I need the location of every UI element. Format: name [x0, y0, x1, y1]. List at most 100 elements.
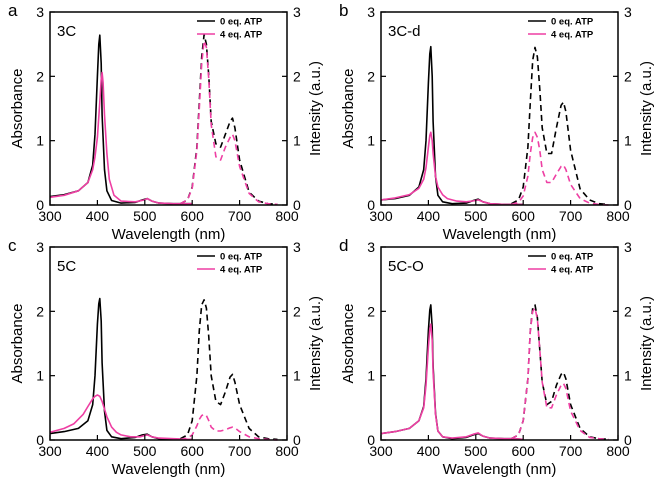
plot-frame-c — [49, 246, 288, 441]
y2-tick-label: 1 — [624, 368, 632, 384]
y-tick-label: 2 — [367, 303, 375, 319]
absorbance-line-4eq-d — [380, 323, 524, 441]
absorbance-line-4eq-b — [380, 131, 524, 206]
y2-tick-label: 2 — [293, 68, 301, 84]
y-tick-label: 0 — [36, 432, 44, 448]
panel-name: 5C — [57, 258, 76, 275]
y-tick-label: 0 — [367, 197, 375, 213]
absorbance-line-4eq-a — [49, 71, 193, 205]
absorbance-line-0eq-a — [49, 34, 193, 205]
legend-label: 0 eq. ATP — [551, 17, 594, 28]
panel-name: 3C — [57, 23, 76, 40]
y2-tick-label: 0 — [624, 432, 632, 448]
emission-line-0eq-b — [511, 46, 609, 206]
emission-line-4eq-a — [180, 40, 278, 206]
x-tick-label: 600 — [512, 443, 536, 459]
plot-frame-d — [380, 246, 619, 441]
y2-tick-label: 0 — [293, 197, 301, 213]
x-tick-label: 300 — [38, 208, 62, 224]
y-axis-title: Absorbance — [9, 68, 26, 148]
panel-name: 3C-d — [388, 23, 421, 40]
x-tick-label: 600 — [181, 208, 205, 224]
x-axis-title: Wavelength (nm) — [443, 226, 557, 243]
y-tick-label: 2 — [367, 68, 375, 84]
x-tick-label: 500 — [464, 208, 488, 224]
y2-tick-label: 2 — [293, 303, 301, 319]
legend-label: 0 eq. ATP — [220, 17, 263, 28]
x-tick-label: 300 — [369, 443, 393, 459]
x-tick-label: 400 — [417, 208, 441, 224]
x-axis-title: Wavelength (nm) — [112, 226, 226, 243]
y2-tick-label: 3 — [624, 239, 632, 255]
x-tick-label: 600 — [512, 208, 536, 224]
x-tick-label: 500 — [133, 208, 157, 224]
x-tick-label: 700 — [228, 208, 252, 224]
x-tick-label: 600 — [181, 443, 205, 459]
y-axis-title: Absorbance — [340, 303, 357, 383]
y2-axis-title: Intensity (a.u.) — [638, 296, 655, 391]
y-axis-title: Absorbance — [340, 68, 357, 148]
y2-tick-label: 2 — [624, 303, 632, 319]
y2-tick-label: 1 — [293, 368, 301, 384]
panel-letter: b — [339, 1, 348, 20]
legend-label: 0 eq. ATP — [220, 252, 263, 263]
y2-tick-label: 3 — [293, 4, 301, 20]
x-tick-label: 800 — [275, 443, 299, 459]
x-tick-label: 300 — [369, 208, 393, 224]
x-tick-label: 700 — [228, 443, 252, 459]
x-axis-title: Wavelength (nm) — [443, 461, 557, 478]
y-axis-title: Absorbance — [9, 303, 26, 383]
panel-letter: d — [339, 236, 348, 255]
x-tick-label: 400 — [86, 208, 110, 224]
emission-line-0eq-a — [180, 33, 278, 206]
x-tick-label: 800 — [606, 208, 630, 224]
panel-name: 5C-O — [388, 258, 424, 275]
panel-letter: a — [8, 1, 18, 20]
x-tick-label: 800 — [275, 208, 299, 224]
y-tick-label: 1 — [367, 133, 375, 149]
emission-line-0eq-d — [511, 304, 609, 441]
x-tick-label: 700 — [559, 208, 583, 224]
y-tick-label: 2 — [36, 68, 44, 84]
y-tick-label: 1 — [36, 133, 44, 149]
x-tick-label: 400 — [86, 443, 110, 459]
y-tick-label: 0 — [36, 197, 44, 213]
y2-tick-label: 0 — [293, 432, 301, 448]
x-tick-label: 300 — [38, 443, 62, 459]
absorbance-line-4eq-c — [49, 394, 193, 441]
x-axis-title: Wavelength (nm) — [112, 461, 226, 478]
x-tick-label: 800 — [606, 443, 630, 459]
y-tick-label: 3 — [36, 239, 44, 255]
y-tick-label: 3 — [36, 4, 44, 20]
x-tick-label: 400 — [417, 443, 441, 459]
y-tick-label: 3 — [367, 239, 375, 255]
emission-line-4eq-d — [511, 307, 609, 441]
plot-frame-a — [49, 11, 288, 206]
y2-tick-label: 3 — [624, 4, 632, 20]
legend-label: 4 eq. ATP — [551, 30, 594, 41]
y2-axis-title: Intensity (a.u.) — [638, 61, 655, 156]
emission-line-0eq-c — [180, 298, 278, 441]
legend-label: 4 eq. ATP — [551, 265, 594, 276]
y2-axis-title: Intensity (a.u.) — [307, 296, 324, 391]
x-tick-label: 500 — [464, 443, 488, 459]
y2-axis-title: Intensity (a.u.) — [307, 61, 324, 156]
y-tick-label: 0 — [367, 432, 375, 448]
panel-letter: c — [8, 236, 17, 255]
y2-tick-label: 1 — [293, 133, 301, 149]
absorbance-line-0eq-c — [49, 297, 193, 441]
y-tick-label: 2 — [36, 303, 44, 319]
y-tick-label: 1 — [367, 368, 375, 384]
y-tick-label: 1 — [36, 368, 44, 384]
y2-tick-label: 3 — [293, 239, 301, 255]
emission-line-4eq-b — [511, 131, 609, 206]
y2-tick-label: 0 — [624, 197, 632, 213]
emission-line-4eq-c — [180, 413, 278, 441]
absorbance-line-0eq-d — [380, 304, 524, 441]
y2-tick-label: 1 — [624, 133, 632, 149]
y-tick-label: 3 — [367, 4, 375, 20]
